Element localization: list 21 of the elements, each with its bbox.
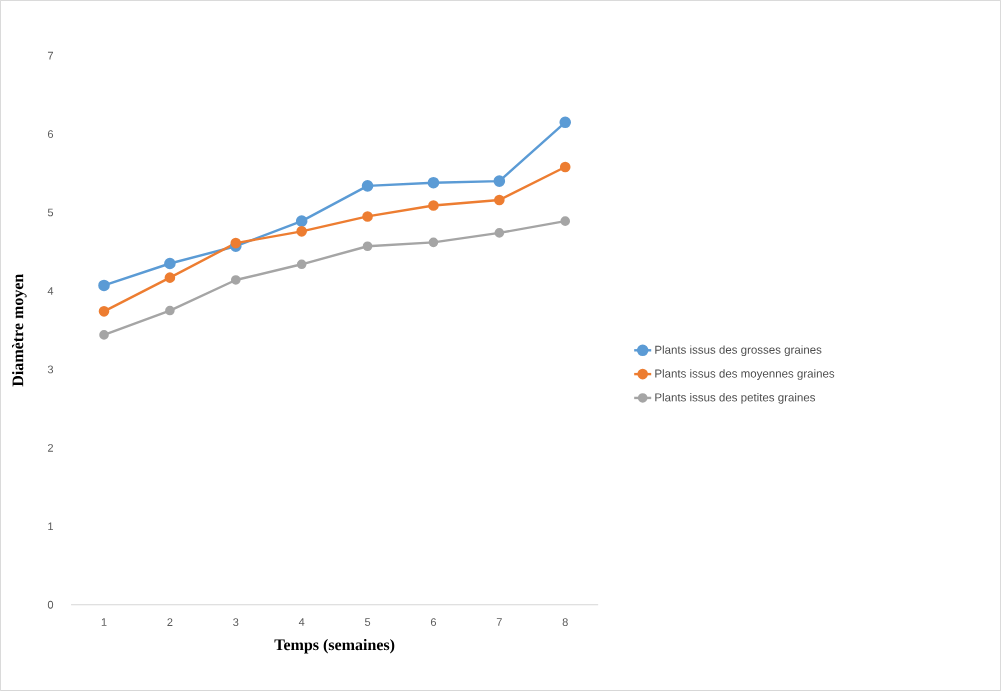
y-tick-label: 3: [47, 365, 54, 374]
x-tick-label: 1: [101, 618, 107, 626]
legend-label: Plants issus des petites graines: [655, 393, 816, 404]
legend-label: Plants issus des moyennes graines: [655, 369, 835, 380]
y-tick-label: 5: [47, 208, 54, 217]
y-tick-label: 1: [48, 522, 53, 531]
x-tick-label: 2: [167, 618, 173, 626]
x-tick-label: 6: [430, 618, 437, 627]
x-tick-label: 3: [233, 618, 239, 627]
y-tick-label: 6: [47, 130, 54, 138]
x-tick-label: 4: [298, 618, 305, 626]
y-tick-label: 0: [47, 600, 54, 609]
x-axis-title: Temps (semaines): [274, 638, 395, 654]
y-tick-label: 7: [47, 51, 53, 60]
x-tick-label: 5: [364, 618, 371, 626]
x-tick-label: 7: [496, 618, 502, 626]
x-tick-label: 8: [562, 618, 568, 627]
y-axis-title: Diamètre moyen: [12, 273, 27, 387]
legend-label: Plants issus des grosses graines: [655, 345, 822, 357]
y-tick-label: 2: [47, 444, 53, 452]
y-tick-label: 4: [47, 287, 54, 295]
